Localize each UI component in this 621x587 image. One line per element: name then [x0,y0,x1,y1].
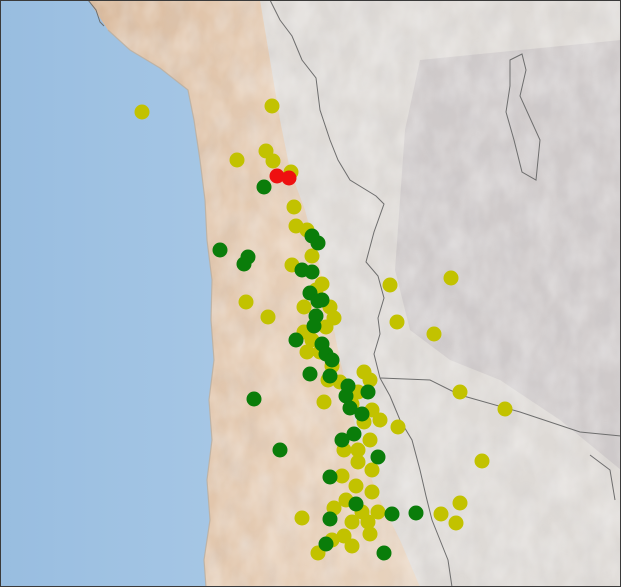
marker-green[interactable] [348,496,364,512]
marker-yellow[interactable] [229,152,245,168]
marker-green[interactable] [288,332,304,348]
marker-green[interactable] [322,368,338,384]
marker-green[interactable] [370,449,386,465]
marker-green[interactable] [342,400,358,416]
marker-green[interactable] [324,352,340,368]
marker-yellow[interactable] [382,277,398,293]
marker-yellow[interactable] [474,453,490,469]
marker-green[interactable] [322,469,338,485]
marker-yellow[interactable] [134,104,150,120]
marker-green[interactable] [246,391,262,407]
marker-green[interactable] [334,432,350,448]
occurrence-markers[interactable] [134,98,513,561]
marker-green[interactable] [376,545,392,561]
marker-green[interactable] [408,505,424,521]
marker-yellow[interactable] [390,419,406,435]
marker-yellow[interactable] [304,248,320,264]
border-peru-chile [87,0,105,27]
marker-green[interactable] [256,179,272,195]
marker-yellow[interactable] [265,153,281,169]
marker-yellow[interactable] [443,270,459,286]
marker-yellow[interactable] [318,319,334,335]
marker-yellow[interactable] [336,528,352,544]
marker-green[interactable] [212,242,228,258]
marker-yellow[interactable] [372,412,388,428]
marker-green[interactable] [338,388,354,404]
marker-yellow[interactable] [452,384,468,400]
marker-green[interactable] [304,228,320,244]
marker-yellow[interactable] [350,454,366,470]
marker-red[interactable] [281,170,297,186]
marker-yellow[interactable] [348,478,364,494]
marker-red[interactable] [269,168,285,184]
marker-green[interactable] [322,511,338,527]
marker-green[interactable] [304,264,320,280]
marker-yellow[interactable] [260,309,276,325]
marker-yellow[interactable] [370,504,386,520]
marker-yellow[interactable] [294,510,310,526]
marker-green[interactable] [314,292,330,308]
marker-yellow[interactable] [299,344,315,360]
marker-yellow[interactable] [362,432,378,448]
marker-yellow[interactable] [316,394,332,410]
marker-yellow[interactable] [362,372,378,388]
marker-yellow[interactable] [362,526,378,542]
marker-green[interactable] [318,536,334,552]
marker-green[interactable] [346,426,362,442]
marker-yellow[interactable] [426,326,442,342]
marker-yellow[interactable] [433,506,449,522]
marker-yellow[interactable] [364,462,380,478]
marker-yellow[interactable] [344,514,360,530]
marker-green[interactable] [354,406,370,422]
marker-yellow[interactable] [448,515,464,531]
marker-yellow[interactable] [344,538,360,554]
marker-yellow[interactable] [497,401,513,417]
border-argentina-north [379,377,621,437]
border-lake [505,53,541,181]
marker-green[interactable] [302,366,318,382]
marker-yellow[interactable] [350,442,366,458]
marker-yellow[interactable] [296,299,312,315]
marker-yellow[interactable] [360,514,376,530]
marker-yellow[interactable] [286,199,302,215]
marker-yellow[interactable] [334,468,350,484]
marker-green[interactable] [272,442,288,458]
border-bolivia-west [269,0,453,587]
marker-green[interactable] [306,318,322,334]
marker-green[interactable] [236,256,252,272]
marker-yellow[interactable] [238,294,254,310]
marker-yellow[interactable] [452,495,468,511]
marker-yellow[interactable] [389,314,405,330]
marker-yellow[interactable] [364,484,380,500]
marker-yellow[interactable] [264,98,280,114]
marker-green[interactable] [384,506,400,522]
national-borders [87,0,621,587]
marker-green[interactable] [360,384,376,400]
border-east-segment [589,454,616,501]
coastline [107,29,215,587]
